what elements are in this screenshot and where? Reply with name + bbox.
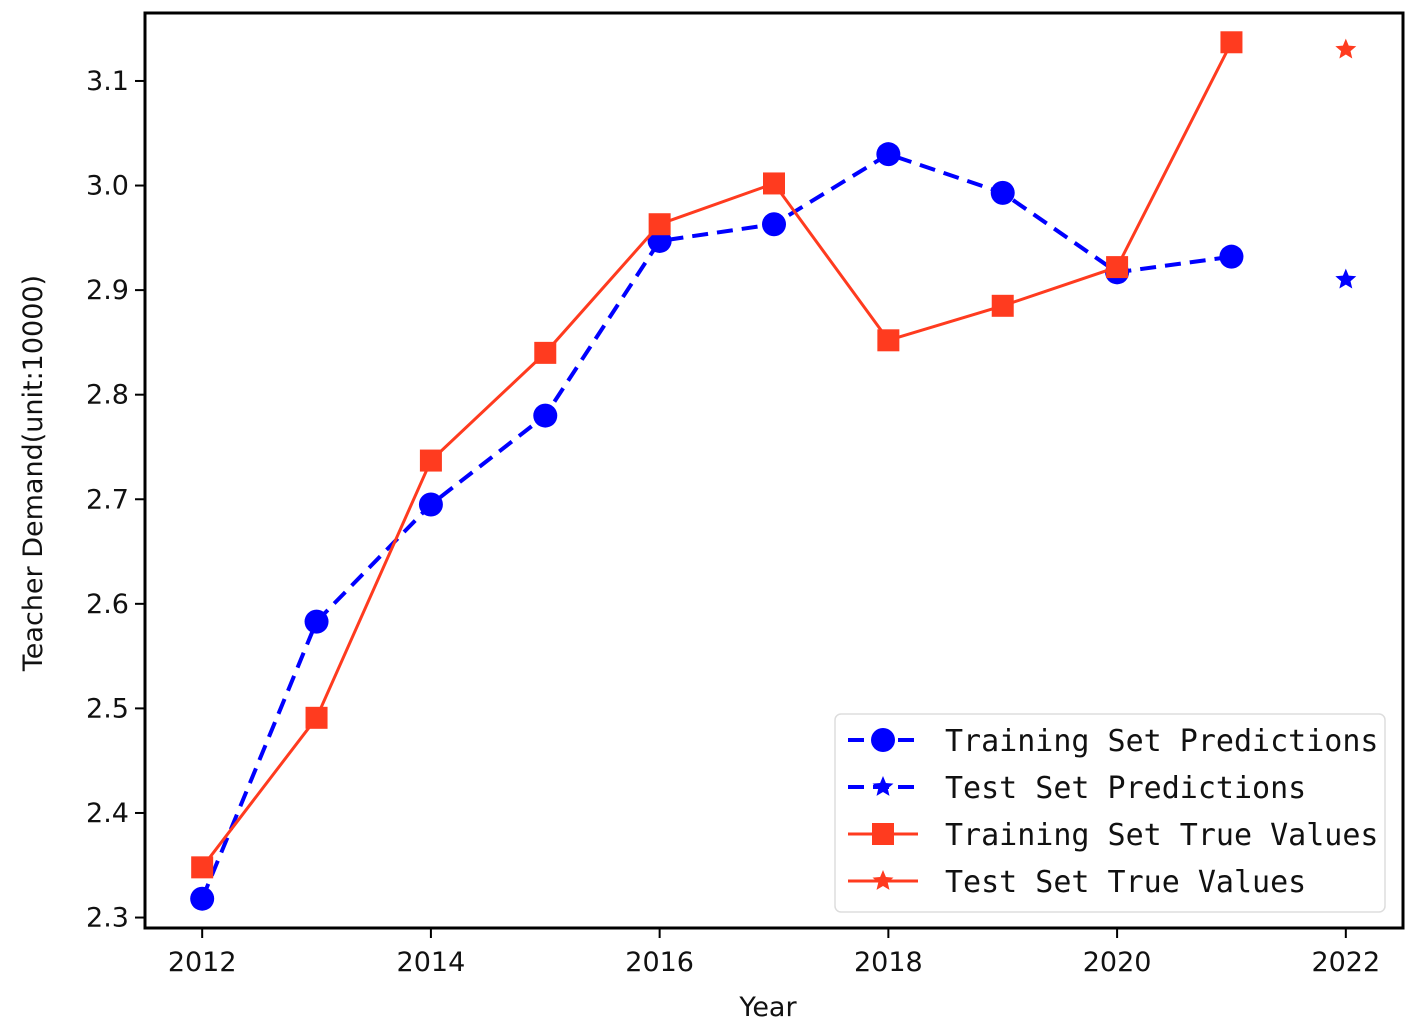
data-point	[648, 213, 671, 236]
series-1	[1335, 268, 1357, 289]
series-2	[191, 31, 1243, 879]
x-tick-label: 2022	[1311, 947, 1380, 978]
data-point	[191, 856, 214, 879]
y-tick-label: 2.5	[86, 693, 129, 724]
y-tick-label: 3.0	[86, 171, 129, 202]
y-tick-label: 2.7	[86, 484, 129, 515]
data-point	[990, 180, 1015, 205]
data-point	[190, 886, 215, 911]
x-axis: 2012 2014 2016 2018 2020 2022	[168, 928, 1380, 978]
y-axis-label: Teacher Demand(unit:10000)	[18, 275, 49, 672]
y-axis: 2.3 2.4 2.5 2.6 2.7 2.8 2.9 3.0 3.1	[86, 66, 145, 934]
x-tick-label: 2018	[854, 947, 923, 978]
x-axis-label: Year	[738, 992, 797, 1023]
y-tick-label: 2.6	[86, 589, 129, 620]
data-point	[763, 172, 785, 195]
x-tick-label: 2020	[1083, 947, 1152, 978]
legend-label: Test Set True Values	[945, 865, 1306, 900]
y-tick-label: 2.8	[86, 380, 129, 411]
data-point	[991, 294, 1014, 317]
legend-marker	[872, 870, 894, 890]
data-point	[877, 329, 900, 352]
data-point	[762, 212, 786, 237]
legend-marker	[872, 823, 894, 845]
y-tick-label: 2.4	[86, 798, 129, 829]
x-tick-label: 2012	[168, 947, 237, 978]
data-point	[419, 449, 442, 472]
data-point	[305, 706, 328, 729]
data-point	[1335, 268, 1357, 289]
data-point	[304, 609, 329, 634]
series-0	[190, 142, 1244, 911]
y-tick-label: 2.3	[86, 903, 129, 934]
legend-box	[834, 713, 1386, 913]
data-point	[534, 341, 557, 364]
data-point	[1335, 38, 1357, 59]
series-line	[200, 152, 1232, 900]
data-point	[1220, 31, 1243, 54]
data-point	[1219, 244, 1244, 269]
data-point	[876, 142, 901, 167]
data-point	[533, 403, 558, 428]
series-layer	[190, 31, 1357, 911]
series-line	[201, 41, 1233, 869]
x-tick-label: 2014	[397, 947, 466, 978]
legend-label: Training Set Predictions	[945, 724, 1378, 759]
x-tick-label: 2016	[625, 947, 694, 978]
data-point	[418, 492, 443, 517]
y-tick-label: 2.9	[86, 275, 129, 306]
legend-label: Training Set True Values	[945, 818, 1378, 853]
y-tick-label: 3.1	[86, 66, 129, 97]
legend-marker	[872, 776, 894, 796]
series-3	[1335, 38, 1357, 59]
legend-marker	[871, 728, 895, 752]
data-point	[1106, 256, 1129, 279]
legend-label: Test Set Predictions	[945, 771, 1306, 806]
legend: Training Set Predictions Test Set Predict…	[834, 713, 1386, 913]
